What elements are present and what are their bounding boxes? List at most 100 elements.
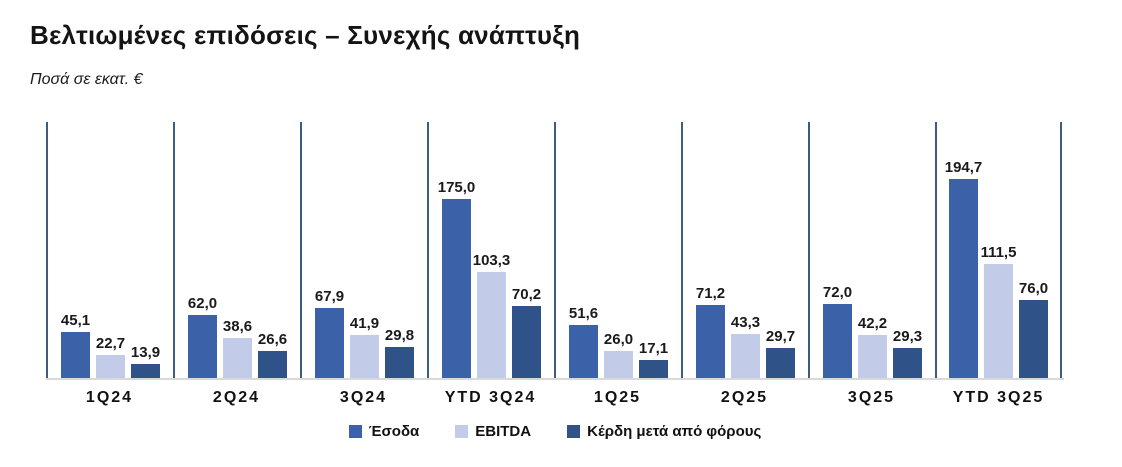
bar-έσοδα <box>188 315 217 378</box>
bar-cell: 41,9 <box>349 314 380 378</box>
bar-ebitda <box>477 272 506 378</box>
bar-κέρδη-μετά-από-φόρους <box>893 348 922 378</box>
value-label: 38,6 <box>222 317 253 335</box>
bar-έσοδα <box>696 305 725 378</box>
bar-cell: 71,2 <box>695 284 726 378</box>
bar-cell: 62,0 <box>188 295 217 378</box>
bar-κέρδη-μετά-από-φόρους <box>385 347 414 378</box>
value-label: 43,3 <box>730 313 761 331</box>
value-label: 26,0 <box>603 330 634 348</box>
value-label: 26,6 <box>257 330 288 348</box>
value-label: 71,2 <box>695 284 726 302</box>
value-label: 42,2 <box>857 314 888 332</box>
legend-label: Έσοδα <box>368 423 420 440</box>
category-label: 2Q24 <box>212 389 261 406</box>
units-note: Ποσά σε εκατ. € <box>30 71 143 88</box>
bar-κέρδη-μετά-από-φόρους <box>258 351 287 378</box>
value-label: 76,0 <box>1018 279 1049 297</box>
bar-cell: 29,7 <box>765 327 796 378</box>
bar-έσοδα <box>569 325 598 378</box>
value-label: 103,3 <box>472 251 511 269</box>
bar-cell: 43,3 <box>730 313 761 378</box>
bar-cell: 26,0 <box>603 330 634 378</box>
bar-ebitda <box>858 335 887 378</box>
value-label: 29,7 <box>765 327 796 345</box>
bar-κέρδη-μετά-από-φόρους <box>512 306 541 378</box>
page-title: Βελτιωμένες επιδόσεις – Συνεχής ανάπτυξη <box>30 20 581 50</box>
value-label: 70,2 <box>511 285 542 303</box>
value-label: 111,5 <box>980 243 1017 261</box>
grouped-bar-chart: 45,1 22,7 13,9 62,0 38,6 26,6 67,9 41,9 29,8 175,… <box>0 122 1122 440</box>
bar-group-ytd-3q24: 175,0 103,3 70,2 <box>427 122 554 378</box>
bar-ebitda <box>96 355 125 378</box>
bar-cell: 76,0 <box>1018 279 1049 378</box>
category-label: 3Q24 <box>339 389 388 406</box>
bar-cell: 17,1 <box>638 339 669 378</box>
value-label: 22,7 <box>95 334 126 352</box>
legend-swatch-icon <box>567 425 581 438</box>
bar-ebitda <box>223 338 252 378</box>
category-label: 3Q25 <box>847 389 896 406</box>
bar-ebitda <box>731 334 760 378</box>
legend-swatch-icon <box>348 425 362 438</box>
bar-cell: 29,3 <box>892 327 923 378</box>
category-axis: 1Q24 2Q24 3Q24 YTD 3Q24 1Q25 2Q25 3Q25 YTD 3Q25 <box>46 380 1064 407</box>
bar-group-3q24: 67,9 41,9 29,8 <box>300 122 427 378</box>
value-label: 29,8 <box>384 326 415 344</box>
legend-item-έσοδα: Έσοδα <box>348 423 420 440</box>
value-label: 51,6 <box>568 304 599 322</box>
value-label: 41,9 <box>349 314 380 332</box>
bar-cell: 38,6 <box>222 317 253 378</box>
bar-έσοδα <box>823 304 852 378</box>
bar-group-2q24: 62,0 38,6 26,6 <box>173 122 300 378</box>
bar-group-3q25: 72,0 42,2 29,3 <box>808 122 935 378</box>
bar-έσοδα <box>949 179 978 378</box>
plot-area: 45,1 22,7 13,9 62,0 38,6 26,6 67,9 41,9 29,8 175,… <box>46 122 1064 380</box>
bar-ebitda <box>984 264 1013 378</box>
category-label: YTD 3Q25 <box>952 389 1045 406</box>
category-label: 1Q25 <box>593 389 642 406</box>
bar-κέρδη-μετά-από-φόρους <box>131 364 160 378</box>
chart-legend: Έσοδα EBITDA Κέρδη μετά από φόρους <box>46 423 1064 440</box>
bar-cell: 29,8 <box>384 326 415 378</box>
category-label: 1Q24 <box>85 389 134 406</box>
bar-έσοδα <box>315 308 344 378</box>
bar-ebitda <box>604 351 633 378</box>
bar-έσοδα <box>61 332 90 378</box>
bar-κέρδη-μετά-από-φόρους <box>766 348 795 378</box>
legend-swatch-icon <box>455 425 469 438</box>
bar-group-1q25: 51,6 26,0 17,1 <box>554 122 681 378</box>
bar-έσοδα <box>442 199 471 378</box>
value-label: 13,9 <box>130 343 161 361</box>
value-label: 17,1 <box>638 339 669 357</box>
bar-cell: 67,9 <box>314 287 345 378</box>
bar-cell: 13,9 <box>130 343 161 378</box>
value-label: 67,9 <box>314 287 345 305</box>
bar-ebitda <box>350 335 379 378</box>
value-label: 29,3 <box>892 327 923 345</box>
bar-cell: 194,7 <box>945 159 982 378</box>
legend-label: Κέρδη μετά από φόρους <box>587 423 762 440</box>
bar-cell: 111,5 <box>981 244 1016 378</box>
bar-cell: 175,0 <box>438 179 475 378</box>
bar-κέρδη-μετά-από-φόρους <box>639 360 668 378</box>
bar-cell: 72,0 <box>823 284 852 378</box>
bar-cell: 70,2 <box>511 285 542 378</box>
bar-group-2q25: 71,2 43,3 29,7 <box>681 122 808 378</box>
bar-cell: 51,6 <box>568 304 599 378</box>
value-label: 194,7 <box>944 158 983 176</box>
bar-cell: 42,2 <box>857 314 888 378</box>
value-label: 175,0 <box>437 178 476 196</box>
bar-cell: 45,1 <box>61 312 90 378</box>
bar-cell: 103,3 <box>473 252 510 378</box>
bar-cell: 22,7 <box>95 334 126 378</box>
bar-κέρδη-μετά-από-φόρους <box>1019 300 1048 378</box>
bar-cell: 26,6 <box>257 330 288 378</box>
legend-label: EBITDA <box>475 423 532 440</box>
legend-item-ebitda: EBITDA <box>455 423 531 440</box>
legend-item-κέρδη-μετά-από-φόρους: Κέρδη μετά από φόρους <box>567 423 761 440</box>
bar-group-ytd-3q25: 194,7 111,5 76,0 <box>935 122 1062 378</box>
bar-group-1q24: 45,1 22,7 13,9 <box>46 122 173 378</box>
category-label: 2Q25 <box>720 389 769 406</box>
